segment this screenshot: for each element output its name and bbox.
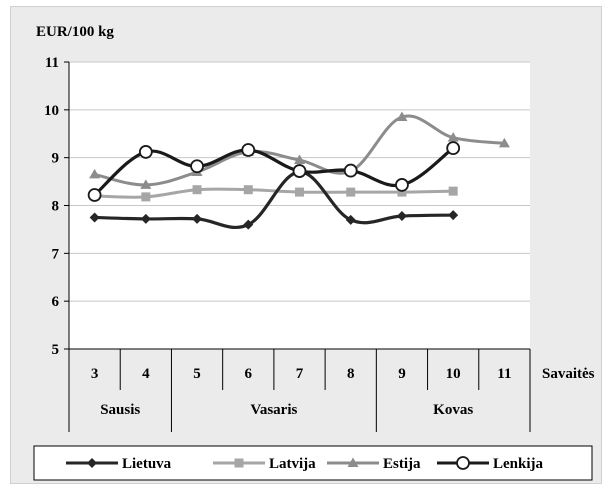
y-tick-label: 8: [52, 199, 60, 215]
grid-lines: [69, 61, 530, 349]
y-tick-label: 5: [52, 342, 60, 358]
data-point: [397, 187, 407, 197]
data-point: [396, 211, 407, 222]
data-point: [89, 168, 101, 179]
data-point: [243, 219, 254, 230]
axes: 5 6 7 8 9 10 11 EUR/100 kg 3 4 5 6 7 8 9 10 11 Savaitės Sa…: [36, 24, 595, 432]
x-tick-label: 10: [446, 366, 461, 382]
data-point: [346, 187, 356, 197]
legend-item-lietuva: Lietuva: [66, 456, 172, 472]
y-axis-label: EUR/100 kg: [36, 24, 114, 40]
data-point: [396, 111, 408, 122]
x-tick-label: 11: [497, 366, 511, 382]
month-label: Vasaris: [250, 402, 297, 418]
month-label: Sausis: [100, 402, 140, 418]
data-point: [192, 185, 202, 195]
x-tick-label: 8: [347, 366, 355, 382]
legend-box: [33, 445, 593, 481]
data-point: [294, 154, 305, 165]
data-point: [345, 214, 356, 225]
data-point: [87, 188, 102, 202]
data-point: [140, 213, 151, 224]
data-point: [447, 132, 459, 142]
series-estija: [89, 111, 510, 189]
month-label: Kovas: [433, 402, 473, 418]
legend-item-latvija: Latvija: [213, 456, 316, 472]
data-point: [243, 185, 253, 195]
data-point: [498, 137, 510, 148]
legend-marker: [347, 457, 359, 467]
data-point: [295, 187, 304, 197]
data-point: [395, 178, 409, 192]
legend-item-estija: Estija: [327, 456, 421, 472]
legend-marker: [456, 456, 470, 470]
legend-marker: [234, 458, 244, 468]
data-point: [138, 145, 153, 159]
data-point: [141, 192, 151, 202]
data-point: [448, 186, 458, 196]
data-point: [89, 212, 100, 223]
data-point: [192, 213, 203, 224]
legend-marker: [87, 458, 97, 468]
data-point: [448, 210, 459, 221]
data-point: [292, 164, 307, 178]
legend-item-lenkija: Lenkija: [437, 456, 544, 472]
legend-label: Lietuva: [122, 456, 172, 472]
y-tick-label: 6: [52, 294, 60, 310]
data-point: [241, 143, 256, 157]
data-point: [446, 141, 461, 156]
series-line: [94, 170, 454, 230]
y-tick-label: 7: [52, 246, 60, 262]
x-axis-label: Savaitės: [542, 366, 595, 382]
y-tick-label: 10: [44, 103, 59, 119]
series-line: [94, 187, 454, 199]
x-tick-label: 7: [296, 366, 304, 382]
legend: Lietuva Latvija Estija Lenkija: [33, 445, 593, 481]
series-lenkija: [87, 141, 461, 202]
legend-label: Lenkija: [493, 456, 544, 472]
series-layer: [87, 111, 510, 230]
x-tick-label: 3: [91, 366, 99, 382]
legend-label: Estija: [383, 456, 421, 472]
data-point: [190, 159, 204, 174]
y-tick-label: 11: [45, 55, 59, 71]
y-tick-label: 9: [52, 151, 60, 167]
x-tick-label: 9: [398, 366, 406, 382]
x-tick-label: 5: [193, 366, 201, 382]
legend-label: Latvija: [269, 456, 316, 472]
x-tick-label: 6: [245, 366, 253, 382]
x-tick-label: 4: [142, 366, 150, 382]
data-point: [343, 163, 358, 178]
data-point: [140, 179, 152, 189]
